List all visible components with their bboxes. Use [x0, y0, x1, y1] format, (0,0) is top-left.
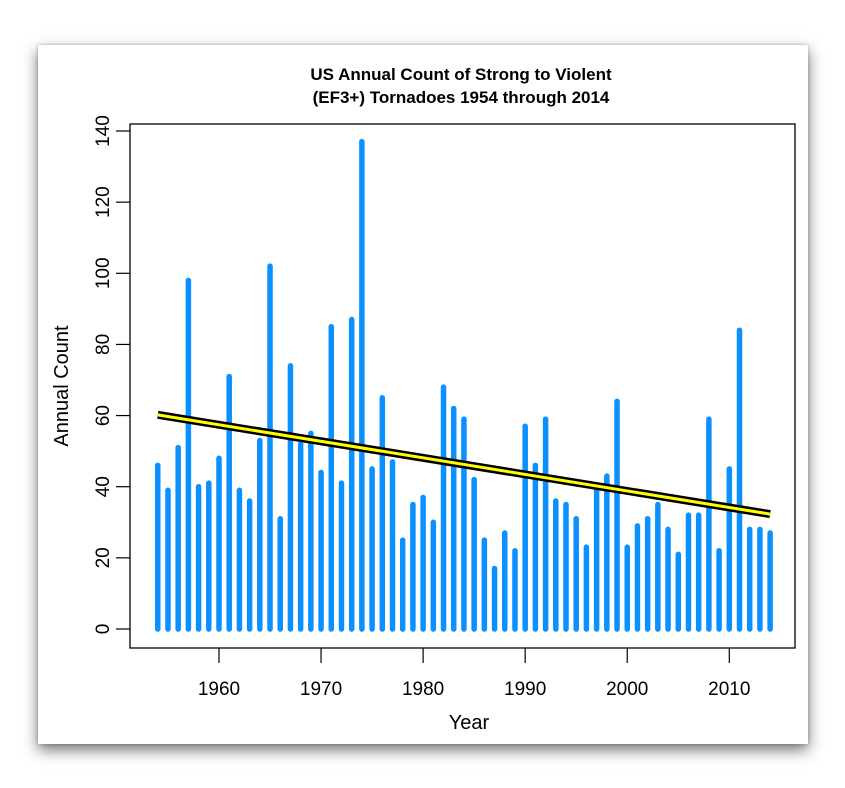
y-axis-title: Annual Count	[51, 325, 73, 447]
x-tick-label-2000: 2000	[606, 679, 648, 700]
x-tick-label-2010: 2010	[708, 679, 750, 700]
y-tick-label-40: 40	[93, 476, 114, 497]
x-axis: 1960 1970 1980 1990 2000 2010	[198, 648, 750, 700]
y-tick-label-120: 120	[93, 186, 114, 218]
chart-svg: US Annual Count of Strong to Violent (EF…	[51, 65, 796, 734]
bars-group	[155, 138, 773, 632]
chart-title-line-1: US Annual Count of Strong to Violent	[310, 65, 612, 84]
trend-line-group	[157, 410, 771, 519]
y-tick-label-80: 80	[93, 334, 114, 355]
chart-card: US Annual Count of Strong to Violent (EF…	[38, 45, 808, 744]
y-tick-label-100: 100	[93, 257, 114, 289]
x-tick-label-1970: 1970	[300, 679, 342, 700]
y-axis: 0 20 40 60 80 100 120 140	[93, 115, 130, 634]
plot-frame	[129, 123, 796, 649]
y-tick-label-20: 20	[93, 547, 114, 568]
y-tick-label-140: 140	[93, 115, 114, 147]
x-tick-label-1990: 1990	[504, 679, 546, 700]
x-tick-label-1980: 1980	[402, 679, 444, 700]
x-axis-title: Year	[449, 712, 490, 734]
x-tick-label-1960: 1960	[198, 679, 240, 700]
y-tick-label-0: 0	[93, 624, 114, 635]
trend-line	[157, 413, 771, 516]
chart-title-line-2: (EF3+) Tornadoes 1954 through 2014	[313, 88, 610, 107]
y-tick-label-60: 60	[93, 405, 114, 426]
